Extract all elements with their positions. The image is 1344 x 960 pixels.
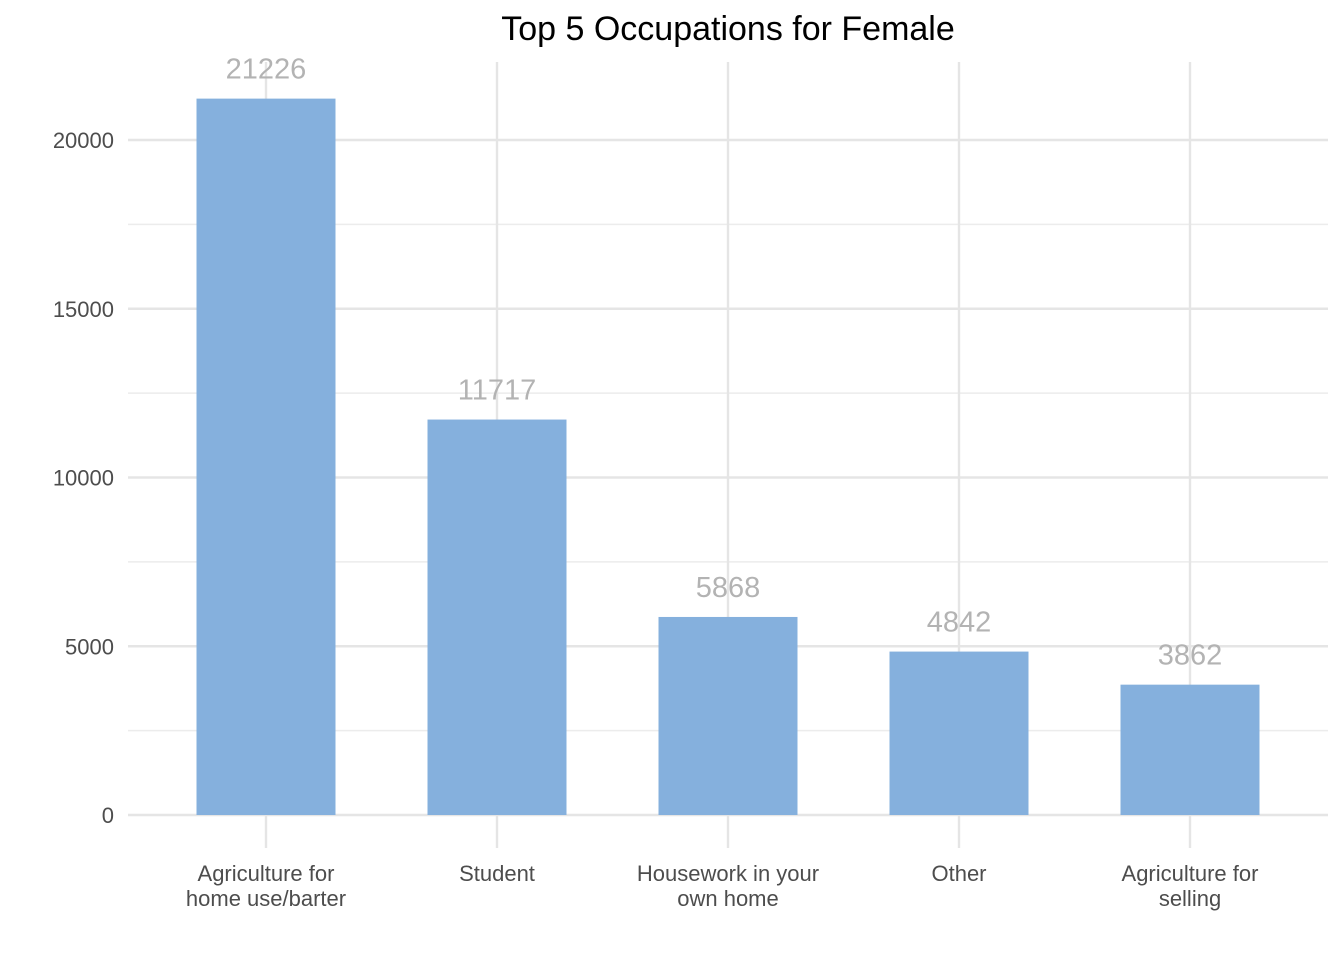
y-tick-label: 15000 <box>53 297 114 322</box>
x-tick-label: Student <box>459 861 535 886</box>
y-tick-label: 0 <box>102 803 114 828</box>
bar <box>427 419 567 815</box>
bars-layer <box>196 98 1260 815</box>
data-labels-layer: 21226 11717 5868 4842 3862 <box>226 54 1223 672</box>
chart-title: Top 5 Occupations for Female <box>501 10 955 48</box>
bar <box>658 616 798 815</box>
bar <box>1120 684 1260 815</box>
bar <box>889 651 1029 815</box>
bar <box>196 98 336 815</box>
y-axis: 0 5000 10000 15000 20000 <box>53 128 114 828</box>
x-tick-label: Housework in your own home <box>637 861 819 911</box>
data-label: 21226 <box>226 54 307 86</box>
data-label: 3862 <box>1158 640 1223 672</box>
y-tick-label: 10000 <box>53 466 114 491</box>
data-label: 11717 <box>458 375 537 407</box>
x-tick-label: Agriculture for selling <box>1122 861 1259 911</box>
data-label: 5868 <box>696 572 761 604</box>
y-tick-label: 20000 <box>53 128 114 153</box>
data-label: 4842 <box>927 607 992 639</box>
y-tick-label: 5000 <box>65 634 114 659</box>
x-tick-label: Agriculture for home use/barter <box>186 861 346 911</box>
x-tick-label: Other <box>931 861 986 886</box>
x-axis: Agriculture for home use/barter Student Hou… <box>186 861 1259 911</box>
